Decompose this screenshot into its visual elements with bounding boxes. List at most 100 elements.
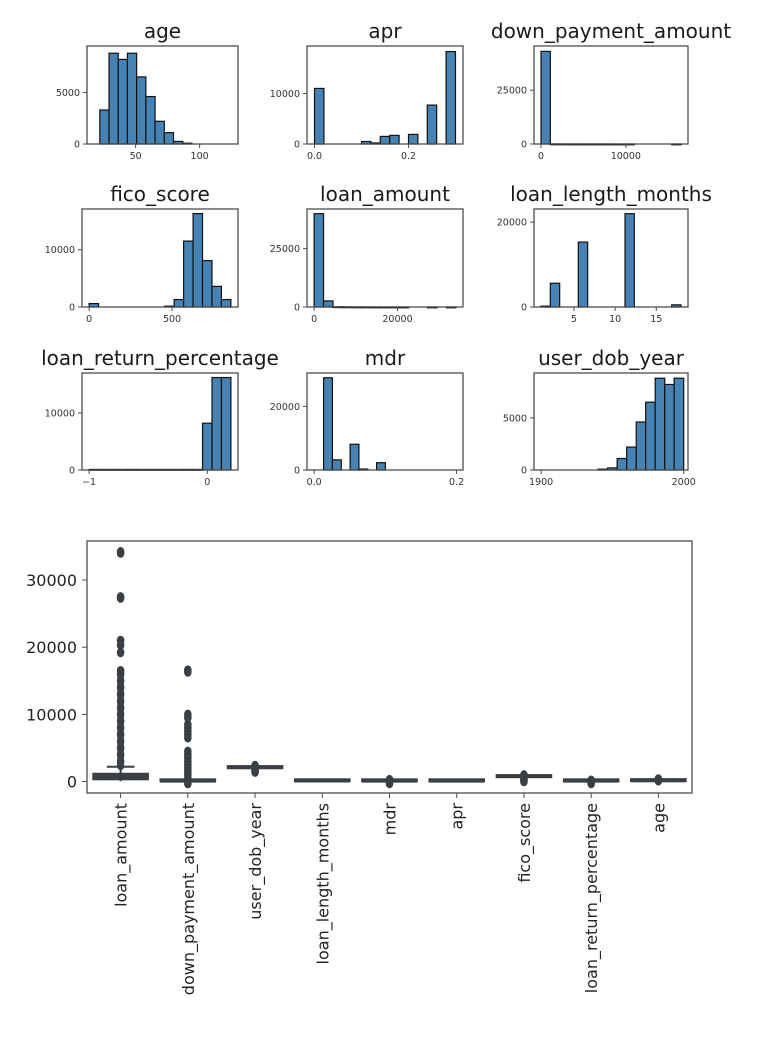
y-tick-label: 10000 <box>270 89 300 100</box>
histogram-bar <box>136 76 147 145</box>
histogram-panel-loan-amount: loan_amount 0 20000 0 25000 <box>270 182 464 325</box>
x-tick-label: 20000 <box>382 314 412 325</box>
histogram-bar <box>577 241 589 308</box>
box-fico-score: fico_score <box>495 770 553 883</box>
histogram-bar <box>549 282 561 308</box>
y-tick-label: 0 <box>294 140 300 151</box>
x-tick-label: loan_return_percentage <box>582 803 602 993</box>
x-tick-label: loan_amount <box>112 803 132 907</box>
y-tick-label: 0 <box>294 303 300 314</box>
histogram-bar <box>313 87 325 145</box>
histogram-bar <box>220 298 232 308</box>
histogram-bar <box>426 104 438 145</box>
y-tick-label: 10000 <box>45 245 75 256</box>
histogram-bar <box>211 285 223 308</box>
histogram-title: apr <box>368 19 402 43</box>
x-tick-label: 0.0 <box>307 477 322 488</box>
box-age: age <box>630 774 687 833</box>
histogram-bar <box>211 376 223 471</box>
box-outlier <box>116 592 125 602</box>
histogram-bar <box>445 50 457 145</box>
x-tick-label: 0 <box>204 477 210 488</box>
x-tick-label: −1 <box>82 477 96 488</box>
y-tick-label: 0 <box>69 466 75 477</box>
histogram-bar <box>379 135 391 145</box>
y-tick-label: 5000 <box>503 413 527 424</box>
box-user-dob-year: user_dob_year <box>226 760 284 920</box>
histogram-bar <box>313 213 325 308</box>
x-tick-label: 0 <box>538 151 544 162</box>
box-outlier <box>116 547 125 557</box>
histogram-panel-down-payment-amount: down_payment_amount 0 10000 0 25000 <box>491 19 731 162</box>
histogram-bar <box>407 133 419 145</box>
axes-frame <box>81 208 239 308</box>
y-tick-label: 20000 <box>270 402 300 413</box>
y-tick-label: 30000 <box>26 571 77 590</box>
y-tick-label: 0 <box>521 140 527 151</box>
x-tick-label: down_payment_amount <box>179 803 199 995</box>
histogram-panel-apr: apr 0.0 0.2 0 10000 <box>270 19 464 162</box>
histogram-bar <box>201 422 213 471</box>
y-tick-label: 0 <box>69 303 75 314</box>
y-tick-label: 25000 <box>270 244 300 255</box>
box-outlier <box>184 665 192 675</box>
histogram-bar <box>331 459 342 471</box>
axes-frame <box>533 45 689 145</box>
histogram-bar <box>201 259 213 308</box>
histogram-title: age <box>144 19 181 43</box>
x-tick-label: apr <box>448 803 467 830</box>
x-tick-label: 0 <box>311 314 317 325</box>
histogram-bar <box>108 52 119 145</box>
x-tick-label: 10 <box>609 314 621 325</box>
histogram-title: user_dob_year <box>538 346 685 370</box>
histogram-bar <box>173 298 185 308</box>
histogram-bar <box>126 52 138 145</box>
x-tick-label: age <box>649 803 668 833</box>
x-tick-label: 0.0 <box>307 151 322 162</box>
histogram-bar <box>220 376 232 471</box>
axes-frame <box>306 208 464 308</box>
y-tick-label: 0 <box>74 140 80 151</box>
x-tick-label: 5 <box>571 314 577 325</box>
x-tick-label: 1900 <box>529 477 553 488</box>
y-tick-label: 25000 <box>497 86 527 97</box>
x-tick-label: 50 <box>130 151 142 162</box>
box-outlier-band <box>184 749 192 784</box>
x-tick-label: 10000 <box>611 151 641 162</box>
axes-frame <box>86 540 693 794</box>
y-tick-label: 10000 <box>26 705 77 724</box>
axes-frame <box>306 372 464 471</box>
x-tick-label: fico_score <box>515 803 535 883</box>
histogram-panel-mdr: mdr 0.0 0.2 0 20000 <box>270 346 464 488</box>
boxplot-chart: loan_amount down_payment_amount user_dob_y… <box>26 540 693 995</box>
histogram-bar <box>375 462 387 471</box>
box-down-payment-amount: down_payment_amount <box>159 665 217 995</box>
x-tick-label: loan_length_months <box>313 803 333 964</box>
y-tick-label: 0 <box>521 466 527 477</box>
histogram-bar <box>624 213 635 308</box>
histogram-bar <box>349 443 360 471</box>
histogram-title: loan_amount <box>320 182 450 206</box>
x-tick-label: 2000 <box>672 477 696 488</box>
histogram-bar <box>664 383 675 471</box>
axes-frame <box>533 208 689 308</box>
histogram-bar <box>616 457 628 471</box>
histogram-bar <box>163 132 175 145</box>
axes-frame <box>81 372 239 471</box>
histogram-bar <box>626 446 637 471</box>
x-tick-label: 15 <box>650 314 662 325</box>
box-outlier <box>116 635 125 646</box>
axes-frame <box>533 372 689 471</box>
x-tick-label: 100 <box>191 151 209 162</box>
x-tick-label: mdr <box>381 803 400 836</box>
histogram-title: loan_length_months <box>510 182 712 206</box>
box-outlier <box>184 709 192 720</box>
x-tick-label: user_dob_year <box>246 803 266 920</box>
y-tick-label: 0 <box>521 303 527 314</box>
y-tick-label: 10000 <box>45 408 75 419</box>
axes-frame <box>306 45 464 145</box>
